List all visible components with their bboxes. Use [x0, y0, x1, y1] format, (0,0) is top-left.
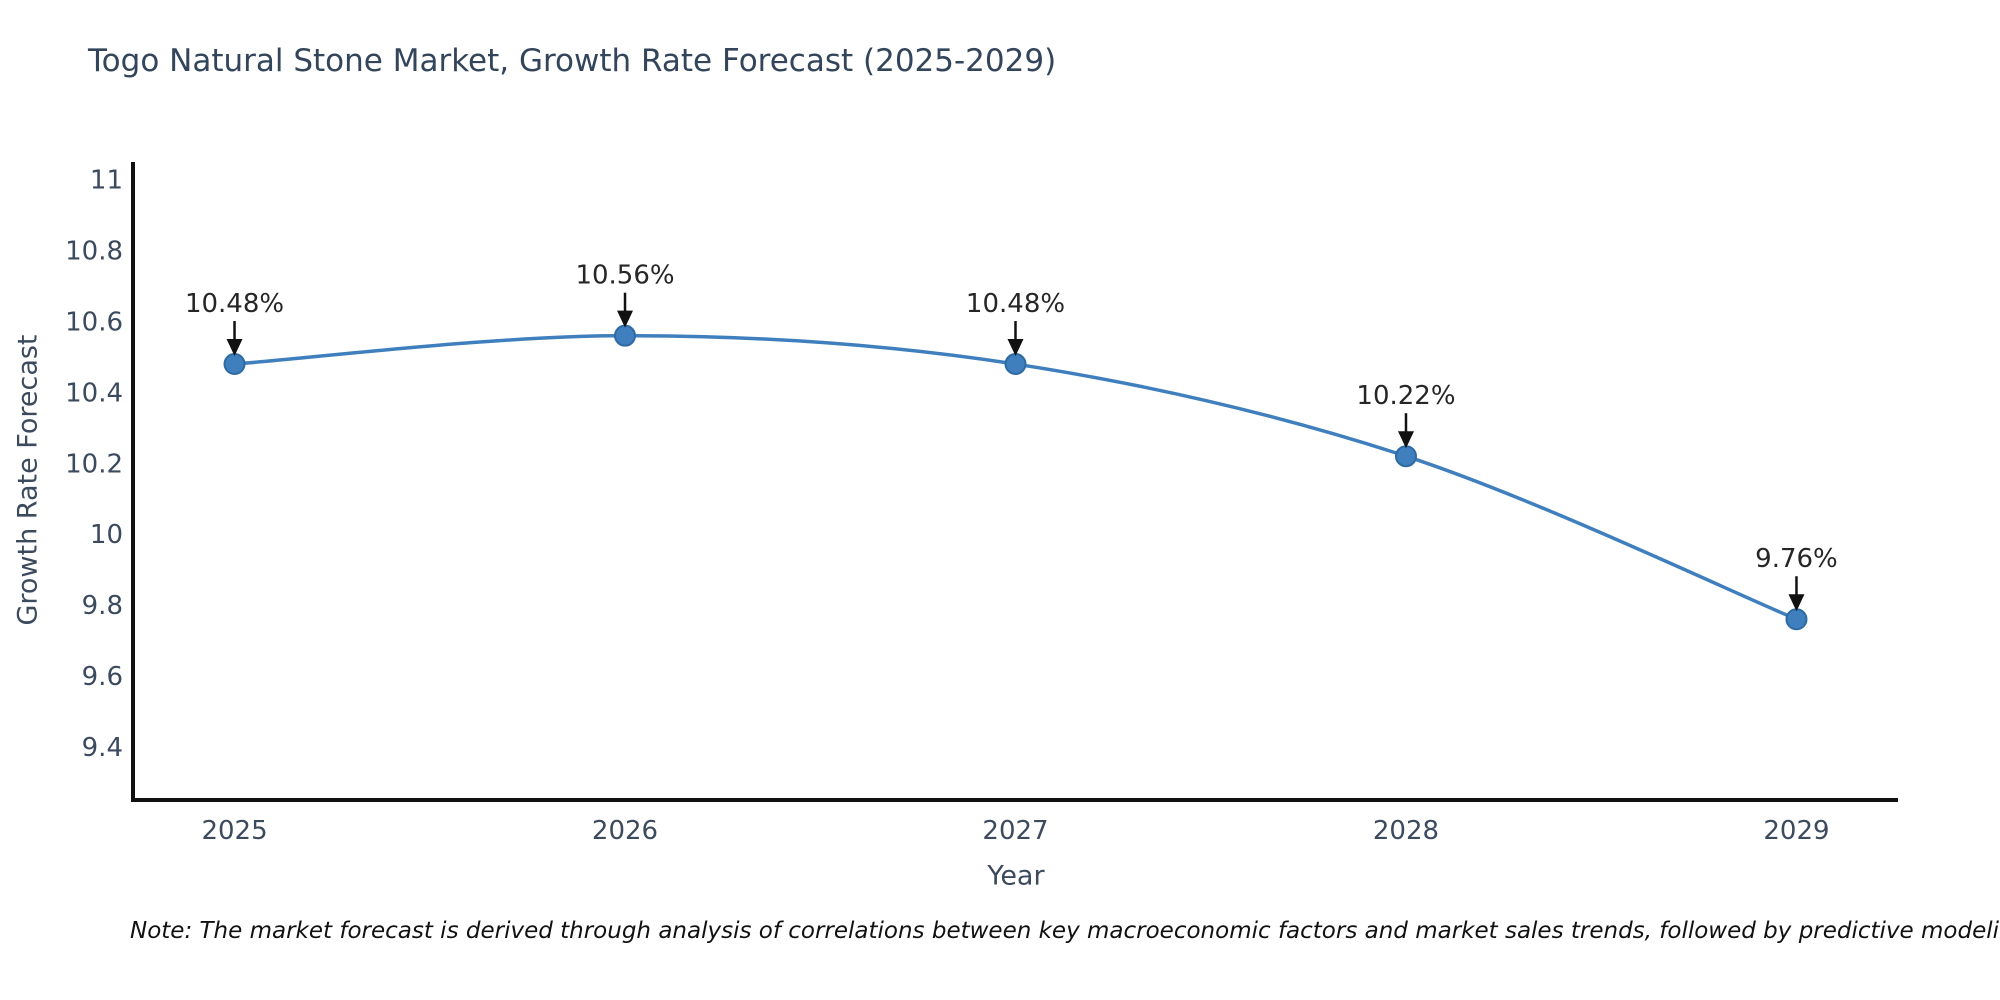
x-tick-label: 2025 [201, 816, 267, 846]
annotation-arrowhead-icon [617, 310, 634, 328]
y-tick-label: 11 [90, 166, 123, 196]
annotation-arrowhead-icon [1397, 431, 1414, 449]
data-point-marker [1394, 445, 1417, 468]
annotation-arrowhead-icon [1788, 594, 1805, 612]
data-point-label: 10.22% [1356, 381, 1455, 411]
x-axis-title: Year [987, 860, 1045, 892]
y-tick-label: 9.4 [82, 733, 123, 763]
data-point-label: 10.48% [966, 289, 1065, 319]
x-tick-label: 2028 [1373, 816, 1439, 846]
chart-title: Togo Natural Stone Market, Growth Rate F… [88, 43, 1057, 79]
annotation-arrowhead-icon [226, 339, 243, 357]
y-tick-label: 10.8 [65, 237, 123, 267]
data-point-marker [1004, 353, 1027, 376]
data-point-marker [223, 353, 246, 376]
annotation-arrowhead-icon [1007, 339, 1024, 357]
data-point-label: 10.56% [575, 261, 674, 291]
y-tick-label: 10 [90, 520, 123, 550]
y-tick-label: 9.6 [82, 662, 123, 692]
x-tick-label: 2026 [592, 816, 658, 846]
x-tick-label: 2029 [1763, 816, 1829, 846]
chart-footnote: Note: The market forecast is derived thr… [130, 918, 2000, 944]
data-point-label: 10.48% [185, 289, 284, 319]
y-tick-label: 9.8 [82, 591, 123, 621]
data-point-label: 9.76% [1755, 544, 1838, 574]
y-axis-title: Growth Rate Forecast [12, 334, 44, 626]
y-tick-label: 10.2 [65, 449, 123, 479]
y-tick-label: 10.6 [65, 308, 123, 338]
y-tick-label: 10.4 [65, 378, 123, 408]
x-tick-label: 2027 [982, 816, 1048, 846]
data-point-marker [614, 324, 637, 347]
forecast-line [232, 333, 1799, 621]
data-point-marker [1785, 608, 1808, 631]
